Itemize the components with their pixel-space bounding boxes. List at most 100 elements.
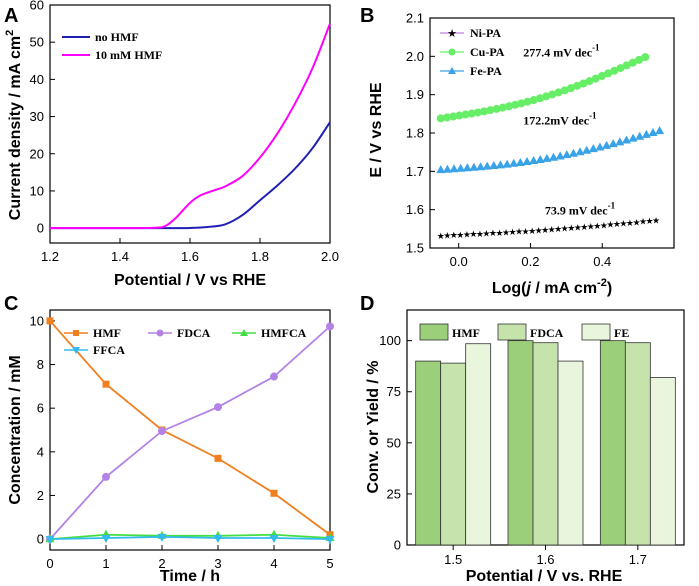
data-point: [555, 151, 565, 160]
y-tick-label: 2.0: [406, 49, 424, 64]
data-point: [456, 163, 466, 172]
data-point: [615, 137, 625, 146]
data-point: [582, 145, 592, 154]
panel-c-y-axis-title: Concentration / mM: [7, 355, 24, 504]
data-point: [511, 100, 520, 109]
data-point: [641, 129, 651, 138]
series-line-3: [49, 536, 331, 540]
legend-label-fdca-yield: FDCA: [530, 326, 564, 340]
panel-d-bars: [415, 340, 676, 546]
x-tick-label: 1: [102, 556, 109, 571]
legend-label-no-hmf: no HMF: [95, 30, 139, 44]
legend-circle-icon: [156, 329, 164, 337]
data-point: [595, 142, 605, 151]
panel-d-y-axis-title: Conv. or Yield / %: [365, 360, 382, 493]
panel-a-series: [49, 23, 331, 230]
data-point: ★: [541, 225, 549, 235]
data-point: ★: [613, 219, 621, 229]
data-point: [436, 165, 446, 174]
data-point: [562, 150, 572, 159]
data-point: [442, 164, 452, 173]
data-point: ★: [495, 228, 503, 238]
data-point: [604, 69, 613, 78]
legend-label-fdca: FDCA: [177, 326, 211, 340]
data-point: ★: [450, 230, 458, 240]
tafel-slope-annotation: 172.2mV dec-1: [523, 111, 597, 128]
data-point: [655, 126, 665, 135]
data-point: [269, 535, 279, 543]
x-tick-label: 0.4: [593, 254, 611, 269]
data-point: [157, 533, 167, 542]
data-point: [476, 162, 486, 171]
legend-label-fe: FE: [614, 326, 629, 340]
data-point: ★: [522, 226, 530, 236]
x-tick-label: 3: [214, 556, 221, 571]
panel-c-concentration-chart: 0 1 2 3 4 5 0 2 4 6 8 10 HMF FDCA HMFCA FFCA Time …: [7, 309, 335, 585]
panel-letter-a: A: [4, 5, 18, 27]
data-point: ★: [508, 227, 516, 237]
data-point: ★: [528, 226, 536, 236]
data-point: ★: [535, 225, 543, 235]
data-point: [628, 58, 637, 67]
data-point: [449, 164, 459, 173]
panel-d-y-ticks: 0 25 50 75 100: [379, 333, 412, 553]
data-point: [270, 372, 278, 381]
x-tick-label: 0.2: [521, 254, 539, 269]
data-point: [462, 163, 472, 172]
x-tick-label: 1.6: [181, 249, 199, 264]
y-tick-label: 1.8: [406, 126, 424, 141]
legend-star-icon: ★: [447, 28, 457, 40]
data-point: [495, 160, 505, 169]
data-point: [573, 81, 582, 90]
data-point: [213, 535, 223, 543]
data-point: ★: [456, 230, 464, 240]
bar-fe: [557, 360, 584, 546]
data-point: ★: [632, 217, 640, 227]
x-tick-label: 0: [46, 556, 53, 571]
data-point: ★: [554, 224, 562, 234]
panel-d-bar-chart: 0 25 50 75 100 1.5 1.6 1.7 HMF FDCA FE Potenti…: [365, 309, 685, 585]
data-point: ★: [580, 222, 588, 232]
data-point: [46, 317, 54, 325]
legend-label-10mm-hmf: 10 mM HMF: [95, 48, 162, 62]
y-tick-label: 50: [387, 435, 401, 450]
x-tick-label: 0.0: [450, 254, 468, 269]
y-tick-label: 1.9: [406, 87, 424, 102]
y-tick-label: 10: [30, 313, 44, 328]
data-point: [461, 110, 470, 119]
data-point: [628, 133, 638, 142]
tafel-slope-annotation: 73.9 mV dec-1: [545, 201, 616, 218]
data-point: ★: [502, 227, 510, 237]
y-tick-label: 2: [37, 488, 44, 503]
data-point: ★: [600, 220, 608, 230]
tafel-slope-annotation: 277.4 mV dec-1: [523, 42, 600, 59]
data-point: [469, 162, 479, 171]
legend-swatch-fdca: [497, 323, 527, 341]
data-point: ★: [489, 228, 497, 238]
data-point: [504, 102, 513, 111]
y-tick-label: 20: [30, 146, 44, 161]
data-point: ★: [463, 230, 471, 240]
data-point: ★: [437, 231, 445, 241]
panel-a-y-ticks: 0 10 20 30 40 50 60: [30, 0, 55, 236]
data-point: [529, 156, 539, 165]
legend-label-hmf-conv: HMF: [452, 326, 480, 340]
x-tick-label: 2: [158, 556, 165, 571]
data-point: [480, 107, 489, 116]
panel-b-x-axis-title: Log(j / mA cm-2): [492, 277, 612, 297]
legend-label-hmfca: HMFCA: [261, 326, 307, 340]
panel-letter-b: B: [360, 5, 374, 27]
tafel-slope-unit-sup: -1: [592, 42, 600, 52]
data-point: ★: [619, 219, 627, 229]
data-point: ★: [639, 217, 647, 227]
data-point: [635, 131, 645, 140]
panel-b-x-title-italic: j: [525, 280, 532, 297]
panel-a-y-axis-title: Current density / mA cm2: [4, 30, 24, 220]
data-point: [568, 148, 578, 157]
x-tick-label: 1.4: [111, 249, 129, 264]
series-line-1: [49, 325, 331, 540]
panel-b-y-ticks: 1.5 1.6 1.7 1.8 1.9 2.0 2.1: [406, 11, 435, 256]
panel-a-frame: [49, 4, 331, 244]
data-point: [597, 72, 606, 81]
data-point: [608, 139, 618, 148]
